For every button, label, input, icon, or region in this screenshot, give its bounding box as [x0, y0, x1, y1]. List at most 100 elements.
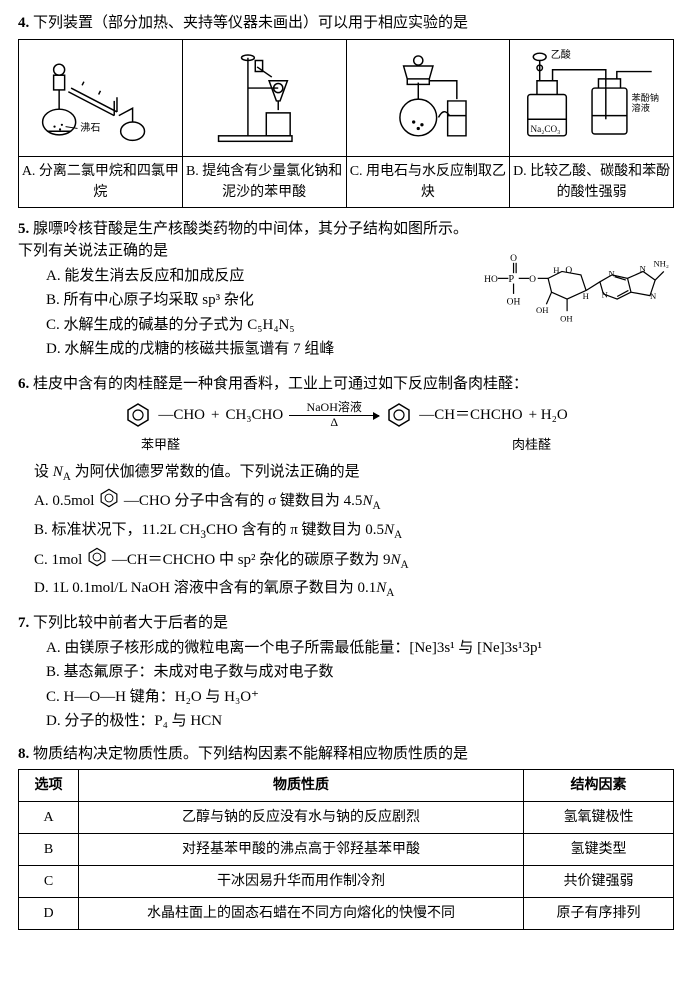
label-na2co3: Na₂CO₃ — [530, 124, 560, 134]
question-7: 7. 下列比较中前者大于后者的是 A. 由镁原子核形成的微粒电离一个电子所需最低… — [18, 612, 674, 733]
q6-opt-A: A. 0.5mol —CHO 分子中含有的 σ 键数目为 4.5NA — [34, 487, 674, 517]
q8-h-prop: 物质性质 — [79, 770, 524, 802]
q5-options: A. 能发生消去反应和加成反应 B. 所有中心原子均采取 sp³ 杂化 C. 水… — [18, 265, 474, 361]
q6-stem-text: 桂皮中含有的肉桂醛是一种食用香料，工业上可通过如下反应制备肉桂醛： — [33, 376, 528, 392]
q4-number: 4. — [18, 15, 29, 31]
question-5: 5. 腺嘌呤核苷酸是生产核酸类药物的中间体，其分子结构如图所示。下列有关说法正确… — [18, 218, 674, 363]
svg-text:O: O — [529, 274, 536, 284]
q8-h-factor: 结构因素 — [524, 770, 674, 802]
table-row: C 干冰因易升华而用作制冷剂 共价键强弱 — [19, 866, 674, 898]
benzene-icon — [385, 401, 413, 429]
svg-text:H: H — [583, 291, 589, 301]
q6-reaction-labels: 苯甲醛 肉桂醛 — [58, 435, 634, 455]
q7-opt-C: C. H—O—H 键角：H₂O 与 H₃O⁺ — [46, 686, 674, 709]
q7-stem-text: 下列比较中前者大于后者的是 — [33, 615, 228, 631]
q8-A-factor: 氢氧键极性 — [524, 802, 674, 834]
question-8: 8. 物质结构决定物质性质。下列结构因素不能解释相应物质性质的是 选项 物质性质… — [18, 743, 674, 931]
q8-D-factor: 原子有序排列 — [524, 898, 674, 930]
label-cinnamaldehyde: 肉桂醛 — [512, 435, 551, 455]
q8-A-opt: A — [19, 802, 79, 834]
benzene-icon — [124, 401, 152, 429]
q8-C-opt: C — [19, 866, 79, 898]
q4-caption-D: D. 比较乙酸、碳酸和苯酚的酸性强弱 — [510, 156, 674, 207]
question-4: 4. 下列装置（部分加热、夹持等仪器未画出）可以用于相应实验的是 — [18, 12, 674, 208]
q4-caption-row: A. 分离二氯甲烷和四氯甲烷 B. 提纯含有少量氯化钠和泥沙的苯甲酸 C. 用电… — [19, 156, 674, 207]
svg-text:N: N — [650, 291, 657, 301]
label-boiling-stone: 沸石 — [80, 121, 100, 134]
label-benzaldehyde: 苯甲醛 — [141, 435, 180, 455]
svg-text:O: O — [510, 254, 517, 264]
q8-B-prop: 对羟基苯甲酸的沸点高于邻羟基苯甲酸 — [79, 834, 524, 866]
q7-opt-A: A. 由镁原子核形成的微粒电离一个电子所需最低能量：[Ne]3s¹ 与 [Ne]… — [46, 637, 674, 660]
table-row: D 水晶柱面上的固态石蜡在不同方向熔化的快慢不同 原子有序排列 — [19, 898, 674, 930]
q7-options: A. 由镁原子核形成的微粒电离一个电子所需最低能量：[Ne]3s¹ 与 [Ne]… — [18, 637, 674, 733]
q6-opt-D: D. 1L 0.1mol/L NaOH 溶液中含有的氧原子数目为 0.1NA — [34, 577, 674, 602]
apparatus-B-svg — [191, 44, 338, 145]
q6-opt-B: B. 标准状况下，11.2L CH3CHO 含有的 π 键数目为 0.5NA — [34, 519, 674, 544]
svg-text:OH: OH — [507, 297, 521, 307]
arrow-below: Δ — [330, 416, 338, 429]
apparatus-D-svg: 乙酸 Na₂CO₃ 苯酚钠溶液 — [514, 44, 670, 145]
svg-text:N: N — [640, 263, 647, 273]
q5-opt-B: B. 所有中心原子均采取 sp³ 杂化 — [46, 289, 474, 312]
table-row: A 乙醇与钠的反应没有水与钠的反应剧烈 氢氧键极性 — [19, 802, 674, 834]
q4-caption-B: B. 提纯含有少量氯化钠和泥沙的苯甲酸 — [182, 156, 346, 207]
q8-B-factor: 氢键类型 — [524, 834, 674, 866]
product-2: + H₂O — [529, 404, 568, 427]
q5-number: 5. — [18, 221, 29, 237]
svg-text:N: N — [602, 289, 609, 299]
q4-caption-A: A. 分离二氯甲烷和四氯甲烷 — [19, 156, 183, 207]
r1-suffix: —CHO — [158, 404, 205, 427]
svg-text:O: O — [565, 266, 572, 276]
q8-table: 选项 物质性质 结构因素 A 乙醇与钠的反应没有水与钠的反应剧烈 氢氧键极性 B… — [18, 769, 674, 930]
apparatus-C-svg — [354, 44, 501, 145]
svg-text:H: H — [553, 265, 559, 275]
label-acetic: 乙酸 — [550, 47, 570, 60]
q7-number: 7. — [18, 615, 29, 631]
q6-opt-C: C. 1mol —CH＝CHCHO 中 sp² 杂化的碳原子数为 9NA — [34, 546, 674, 576]
svg-text:HO: HO — [484, 274, 498, 284]
q5-stem-text: 腺嘌呤核苷酸是生产核酸类药物的中间体，其分子结构如图所示。下列有关说法正确的是 — [18, 221, 468, 260]
svg-text:OH: OH — [536, 304, 548, 314]
q4-stem-text: 下列装置（部分加热、夹持等仪器未画出）可以用于相应实验的是 — [33, 15, 468, 31]
q6-sub-stem: 设 NA 为阿伏伽德罗常数的值。下列说法正确的是 — [34, 461, 674, 486]
svg-text:P: P — [508, 273, 514, 284]
q8-number: 8. — [18, 746, 29, 762]
q4-cell-D-img: 乙酸 Na₂CO₃ 苯酚钠溶液 — [510, 39, 674, 156]
q8-B-opt: B — [19, 834, 79, 866]
svg-text:N: N — [609, 268, 616, 278]
q5-opt-A: A. 能发生消去反应和加成反应 — [46, 265, 474, 288]
q4-apparatus-table: 沸石 — [18, 39, 674, 208]
q6-reaction-scheme: —CHO + CH₃CHO NaOH溶液 Δ —CH＝CHCHO + H₂O — [18, 401, 674, 429]
q8-D-prop: 水晶柱面上的固态石蜡在不同方向熔化的快慢不同 — [79, 898, 524, 930]
q5-structure-figure: HO P O OH O O OH OH H H — [474, 218, 674, 363]
q8-A-prop: 乙醇与钠的反应没有水与钠的反应剧烈 — [79, 802, 524, 834]
apparatus-A-svg: 沸石 — [27, 44, 174, 145]
reaction-arrow: NaOH溶液 Δ — [289, 401, 379, 428]
svg-text:OH: OH — [560, 313, 572, 323]
question-6: 6. 桂皮中含有的肉桂醛是一种食用香料，工业上可通过如下反应制备肉桂醛： —CH… — [18, 373, 674, 603]
q6-stem: 6. 桂皮中含有的肉桂醛是一种食用香料，工业上可通过如下反应制备肉桂醛： — [18, 373, 674, 396]
q4-stem: 4. 下列装置（部分加热、夹持等仪器未画出）可以用于相应实验的是 — [18, 12, 674, 35]
plus-1: + — [211, 404, 219, 427]
q7-stem: 7. 下列比较中前者大于后者的是 — [18, 612, 674, 635]
q8-header-row: 选项 物质性质 结构因素 — [19, 770, 674, 802]
arrow-above: NaOH溶液 — [307, 401, 362, 414]
q7-opt-B: B. 基态氟原子：未成对电子数与成对电子数 — [46, 661, 674, 684]
q8-h-opt: 选项 — [19, 770, 79, 802]
label-phenolate: 苯酚钠溶液 — [631, 91, 659, 112]
q8-C-prop: 干冰因易升华而用作制冷剂 — [79, 866, 524, 898]
svg-text:NH₂: NH₂ — [653, 258, 668, 268]
q4-image-row: 沸石 — [19, 39, 674, 156]
q8-stem-text: 物质结构决定物质性质。下列结构因素不能解释相应物质性质的是 — [33, 746, 468, 762]
q8-C-factor: 共价键强弱 — [524, 866, 674, 898]
q5-opt-D: D. 水解生成的戊糖的核磁共振氢谱有 7 组峰 — [46, 338, 474, 361]
q8-D-opt: D — [19, 898, 79, 930]
q4-cell-A-img: 沸石 — [19, 39, 183, 156]
q7-opt-D: D. 分子的极性：P₄ 与 HCN — [46, 710, 674, 733]
q4-cell-B-img — [182, 39, 346, 156]
q4-cell-C-img — [346, 39, 510, 156]
q5-opt-C: C. 水解生成的碱基的分子式为 C₅H₄N₅ — [46, 314, 474, 337]
q5-stem: 5. 腺嘌呤核苷酸是生产核酸类药物的中间体，其分子结构如图所示。下列有关说法正确… — [18, 218, 474, 263]
q8-stem: 8. 物质结构决定物质性质。下列结构因素不能解释相应物质性质的是 — [18, 743, 674, 766]
